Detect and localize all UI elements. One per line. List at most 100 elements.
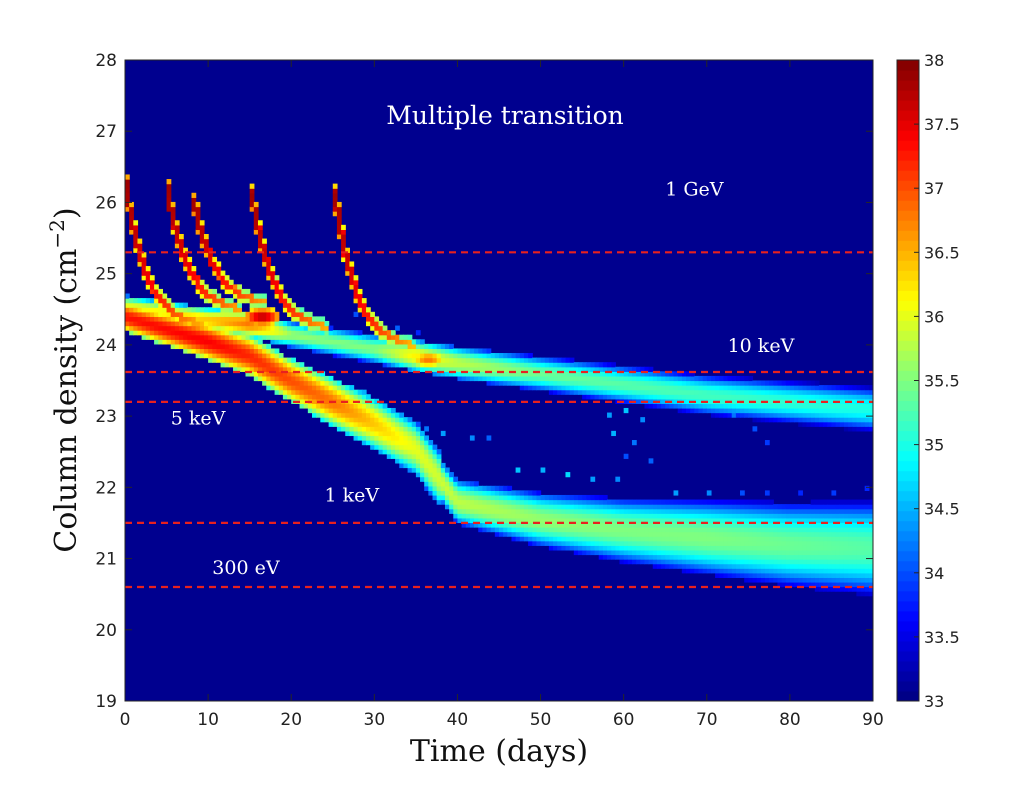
heatmap-cell: [810, 389, 816, 395]
heatmap-cell: [827, 568, 833, 574]
heatmap-cell: [507, 522, 513, 528]
heatmap-cell: [843, 403, 849, 409]
heatmap-cell: [403, 449, 409, 455]
heatmap-cell: [565, 531, 571, 537]
heatmap-cell: [519, 366, 525, 372]
heatmap-cell: [661, 375, 666, 382]
heatmap-cell: [540, 499, 546, 505]
colorbar-segment: [897, 170, 919, 181]
heatmap-cell: [764, 407, 770, 414]
heatmap-cell: [553, 522, 558, 528]
heatmap-cell: [868, 522, 873, 528]
heatmap-cell: [428, 440, 434, 446]
heatmap-cell: [349, 330, 355, 336]
heatmap-cell: [677, 371, 683, 377]
heatmap-cell: [129, 316, 134, 322]
heatmap-cell: [461, 348, 467, 354]
heatmap-cell: [191, 339, 197, 345]
heatmap-cell: [511, 508, 517, 514]
heatmap-cell: [756, 513, 762, 519]
heatmap-cell: [565, 545, 571, 551]
heatmap-cell: [353, 279, 359, 285]
heatmap-cell: [735, 572, 741, 578]
heatmap-cell: [282, 357, 288, 363]
heatmap-cell: [436, 362, 442, 368]
heatmap-cell: [532, 527, 537, 533]
heatmap-cell: [744, 559, 749, 565]
heatmap-cell: [478, 527, 483, 533]
heatmap-cell: [690, 371, 695, 377]
heatmap-cell: [411, 444, 417, 450]
colorbar-segment: [897, 90, 919, 101]
heatmap-cell: [740, 554, 745, 560]
heatmap-cell: [810, 421, 816, 427]
heatmap-cell: [748, 375, 754, 382]
heatmap-cell: [631, 549, 637, 556]
heatmap-cell: [702, 513, 708, 519]
heatmap-cell: [282, 380, 288, 386]
heatmap-cell: [203, 325, 209, 331]
heatmap-cell: [444, 481, 450, 487]
heatmap-cell: [220, 362, 226, 368]
heatmap-cell: [681, 508, 687, 514]
heatmap-cell: [374, 417, 380, 423]
heatmap-cell: [291, 334, 296, 340]
heatmap-cell: [810, 407, 816, 414]
heatmap-cell: [249, 334, 255, 340]
heatmap-cell: [553, 380, 558, 386]
heatmap-cell: [839, 417, 845, 423]
heatmap-cell: [773, 417, 779, 423]
heatmap-cell: [320, 348, 326, 354]
heatmap-cell: [764, 540, 770, 546]
heatmap-cell: [257, 243, 263, 249]
heatmap-cell: [827, 417, 833, 423]
heatmap-cell: [573, 366, 579, 372]
heatmap-cell: [598, 494, 604, 501]
heatmap-cell: [420, 444, 425, 450]
heatmap-cell: [328, 375, 334, 382]
heatmap-cell: [777, 527, 783, 533]
heatmap-cell: [158, 325, 163, 331]
heatmap-cell: [781, 508, 787, 514]
heatmap-cell: [648, 522, 654, 528]
heatmap-cell: [228, 339, 234, 345]
heatmap-cell: [166, 330, 172, 336]
heatmap-cell: [241, 362, 247, 368]
heatmap-cell: [756, 540, 762, 546]
heatmap-cell: [740, 504, 745, 510]
heatmap-cell: [195, 206, 201, 212]
heatmap-cell: [461, 517, 467, 524]
heatmap-cell: [686, 522, 691, 528]
heatmap-cell: [818, 563, 824, 569]
heatmap-cell: [486, 485, 492, 491]
heatmap-cell: [145, 316, 151, 322]
heatmap-cell: [428, 366, 434, 372]
heatmap-cell: [569, 517, 575, 524]
heatmap-cell: [474, 485, 479, 491]
heatmap-cell: [125, 183, 130, 189]
heatmap-cell: [378, 325, 384, 331]
heatmap-cell: [690, 504, 695, 510]
heatmap-cell: [565, 380, 571, 386]
heatmap-cell: [515, 522, 521, 528]
heatmap-cell: [536, 499, 542, 505]
heatmap-cell: [627, 513, 633, 519]
heatmap-cell: [228, 302, 234, 308]
heatmap-cell: [320, 316, 326, 322]
heatmap-cell: [814, 568, 820, 574]
heatmap-cell: [366, 343, 371, 350]
heatmap-cell: [594, 499, 600, 505]
heatmap-cell: [648, 531, 654, 537]
heatmap-cell: [420, 430, 425, 437]
heatmap-cell: [794, 559, 799, 565]
heatmap-cell: [262, 334, 267, 340]
heatmap-cell: [507, 499, 513, 505]
heatmap-cell: [428, 357, 434, 363]
heatmap-cell: [789, 536, 795, 542]
heatmap-cell: [602, 549, 608, 556]
heatmap-cell: [436, 467, 442, 473]
heatmap-cell: [469, 485, 475, 491]
heatmap-cell: [740, 412, 745, 418]
heatmap-cell: [266, 261, 272, 267]
heatmap-cell: [332, 206, 338, 212]
